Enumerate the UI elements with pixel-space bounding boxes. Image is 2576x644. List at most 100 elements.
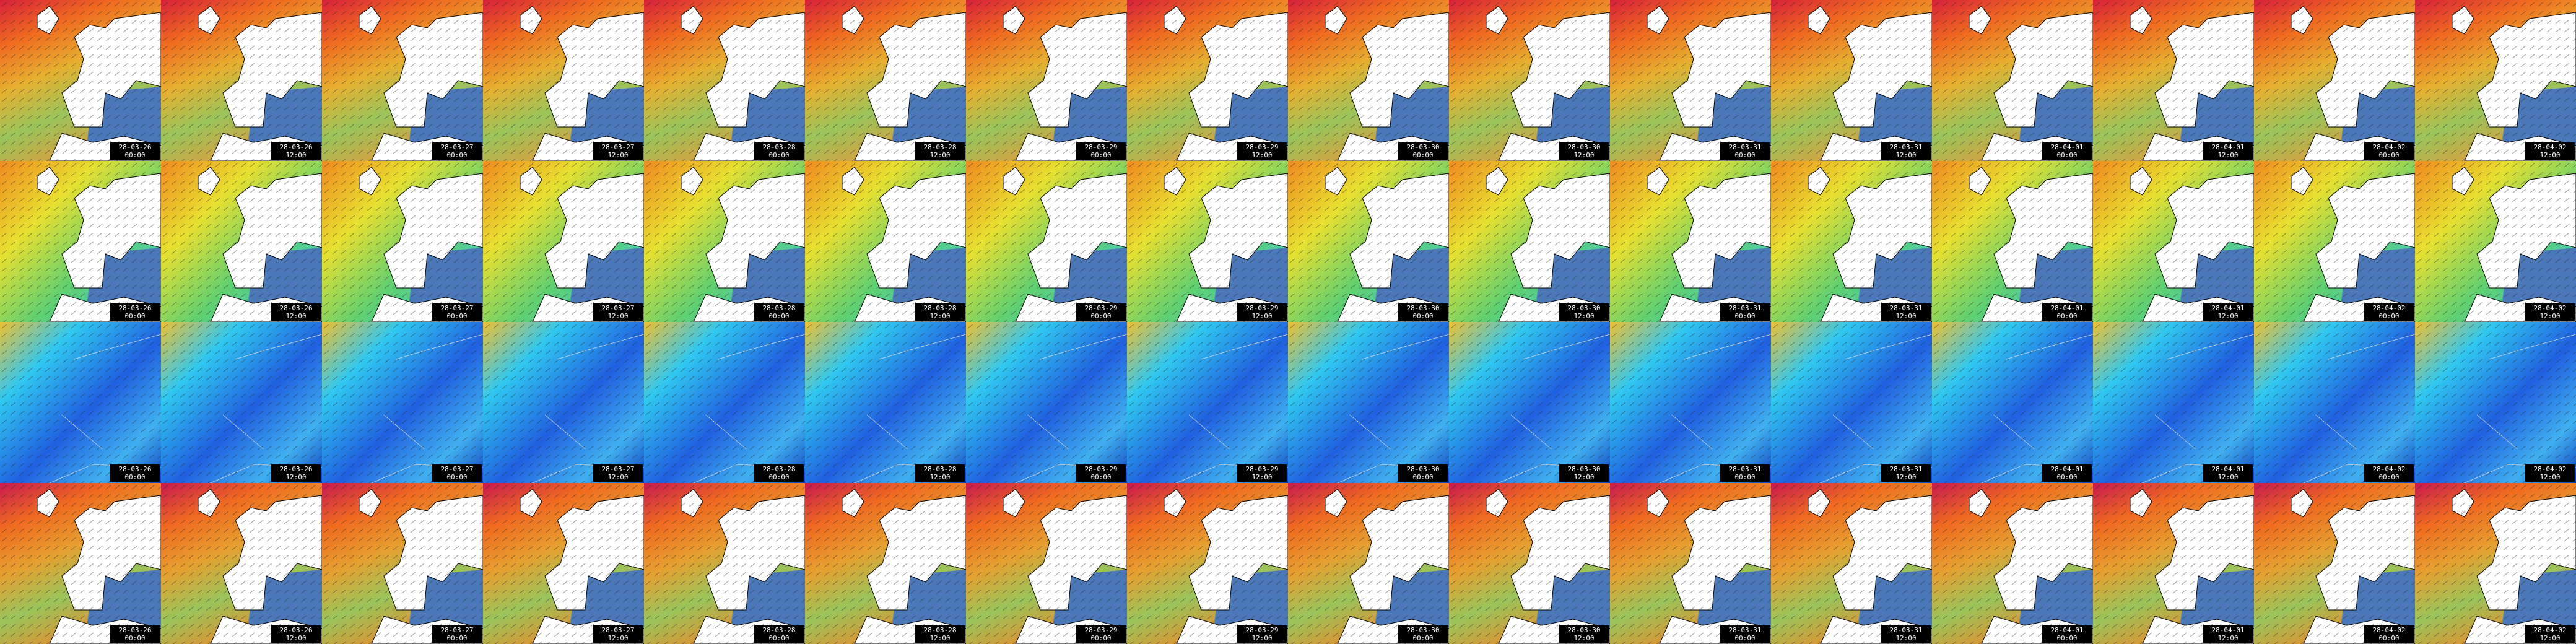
time-label: 00:00 — [1734, 473, 1755, 481]
label-box — [1720, 303, 1770, 321]
label-box — [110, 464, 160, 482]
date-label: 28-03-31 — [1729, 304, 1762, 312]
date-label: 28-03-30 — [1407, 465, 1440, 473]
time-label: 00:00 — [124, 473, 145, 481]
wind-arrows — [1127, 0, 1288, 161]
label-box — [2203, 142, 2253, 160]
wind-arrows — [1449, 161, 1610, 322]
time-label: 12:00 — [1251, 312, 1272, 320]
wind-arrows — [1771, 483, 1932, 644]
date-label: 28-03-26 — [119, 465, 152, 473]
date-label: 28-03-31 — [1890, 304, 1923, 312]
time-label: 00:00 — [768, 634, 789, 642]
date-label: 28-03-31 — [1729, 626, 1762, 634]
wind-arrows — [0, 161, 161, 322]
date-label: 28-03-30 — [1568, 143, 1601, 151]
date-label: 28-03-27 — [602, 465, 635, 473]
label-box — [2042, 625, 2092, 643]
label-box — [432, 464, 482, 482]
time-label: 12:00 — [285, 473, 306, 481]
time-label: 12:00 — [929, 473, 950, 481]
wind-arrows — [322, 483, 483, 644]
wind-arrows — [1449, 322, 1610, 483]
label-box — [432, 142, 482, 160]
wind-arrows — [644, 161, 805, 322]
wind-arrows — [966, 0, 1127, 161]
date-label: 28-04-01 — [2051, 626, 2084, 634]
wind-arrows — [1288, 483, 1449, 644]
label-box — [1559, 464, 1609, 482]
time-label: 00:00 — [446, 312, 467, 320]
wind-arrows — [1610, 322, 1771, 483]
wind-arrows — [2093, 161, 2254, 322]
date-label: 28-03-29 — [1085, 626, 1118, 634]
time-label: 00:00 — [2056, 634, 2077, 642]
time-label: 12:00 — [2217, 151, 2238, 159]
label-box — [593, 464, 643, 482]
wind-arrows — [2415, 322, 2576, 483]
label-box — [2364, 464, 2414, 482]
label-box — [915, 464, 965, 482]
time-label: 00:00 — [1412, 151, 1433, 159]
wind-arrows — [2415, 0, 2576, 161]
date-label: 28-04-02 — [2373, 626, 2406, 634]
label-box — [593, 303, 643, 321]
date-label: 28-04-02 — [2534, 465, 2567, 473]
time-label: 12:00 — [2539, 473, 2560, 481]
time-label: 00:00 — [446, 473, 467, 481]
wind-arrows — [1288, 0, 1449, 161]
wind-arrows — [1288, 322, 1449, 483]
date-label: 28-03-26 — [119, 143, 152, 151]
label-box — [271, 625, 321, 643]
wind-arrows — [1610, 483, 1771, 644]
label-box — [110, 142, 160, 160]
date-label: 28-03-27 — [441, 626, 474, 634]
wind-arrows — [1288, 161, 1449, 322]
time-label: 12:00 — [607, 312, 628, 320]
time-label: 00:00 — [2056, 151, 2077, 159]
date-label: 28-04-01 — [2051, 465, 2084, 473]
time-label: 00:00 — [768, 151, 789, 159]
time-label: 12:00 — [1573, 151, 1594, 159]
time-label: 00:00 — [1734, 634, 1755, 642]
label-box — [1398, 464, 1448, 482]
time-label: 12:00 — [2217, 473, 2238, 481]
label-box — [1559, 303, 1609, 321]
time-label: 12:00 — [2539, 151, 2560, 159]
wind-arrows — [805, 161, 966, 322]
date-label: 28-04-01 — [2212, 304, 2245, 312]
date-label: 28-03-30 — [1568, 626, 1601, 634]
date-label: 28-03-26 — [119, 304, 152, 312]
time-label: 00:00 — [768, 312, 789, 320]
date-label: 28-04-02 — [2373, 304, 2406, 312]
wind-arrows — [1127, 322, 1288, 483]
date-label: 28-03-29 — [1085, 465, 1118, 473]
wind-arrows — [1449, 483, 1610, 644]
time-label: 00:00 — [2056, 473, 2077, 481]
label-box — [1881, 625, 1931, 643]
time-label: 12:00 — [2217, 312, 2238, 320]
time-label: 12:00 — [2539, 312, 2560, 320]
